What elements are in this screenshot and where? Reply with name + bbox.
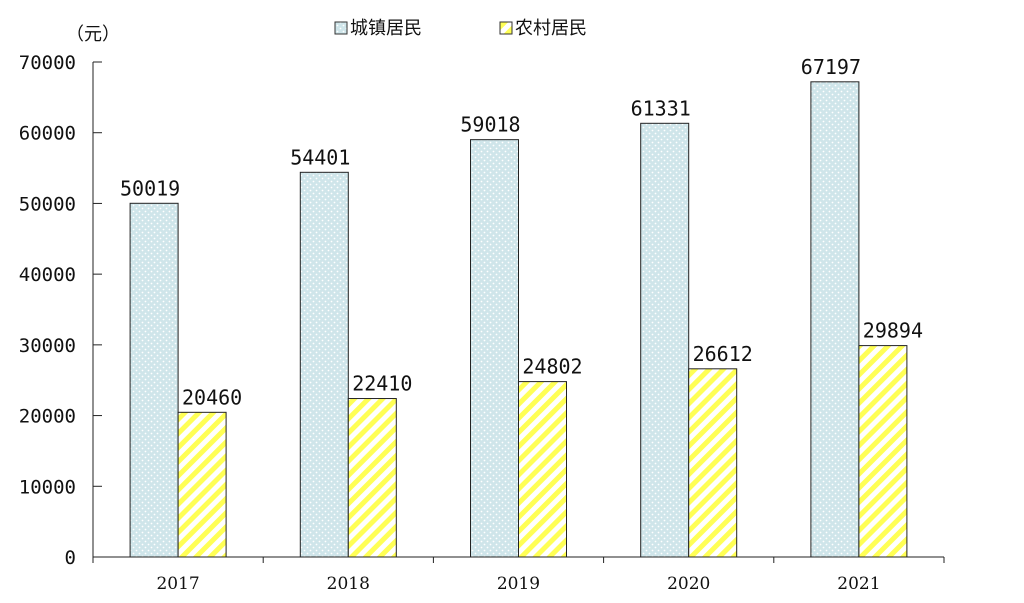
- x-tick-label: 2020: [667, 574, 710, 594]
- plot-area: 0 10000 20000 30000 40000 50000 60000 70000 5001…: [19, 52, 945, 594]
- bar-urban: [129, 202, 179, 558]
- bar-rural: [177, 411, 227, 558]
- legend: 城镇居民 农村居民: [334, 18, 587, 39]
- y-tick-label: 20000: [19, 406, 76, 428]
- y-tick-label: 60000: [19, 123, 76, 145]
- data-label-rural: 20460: [182, 385, 242, 409]
- data-label-rural: 29894: [863, 319, 923, 343]
- bar-rural: [347, 398, 397, 558]
- x-tick-label: 2021: [837, 574, 880, 594]
- y-tick-label: 30000: [19, 335, 76, 357]
- data-label-rural: 22410: [352, 372, 412, 396]
- bar-rural: [688, 368, 738, 558]
- y-tick-label: 0: [65, 547, 76, 569]
- data-label-urban: 54401: [290, 145, 350, 169]
- data-label-rural: 26612: [693, 342, 753, 366]
- bar-urban: [640, 122, 690, 558]
- data-label-urban: 61331: [631, 96, 691, 120]
- data-label-rural: 24802: [522, 355, 582, 379]
- bar-rural: [858, 345, 908, 558]
- y-unit-label: （元）: [66, 24, 120, 45]
- x-tick-label: 2019: [497, 574, 540, 594]
- legend-swatch-rural: [499, 21, 513, 35]
- y-tick-label: 10000: [19, 476, 76, 498]
- y-tick-label: 50000: [19, 193, 76, 215]
- data-label-urban: 67197: [801, 55, 861, 79]
- legend-item-urban: 城镇居民: [334, 18, 422, 39]
- data-label-urban: 59018: [460, 113, 520, 137]
- bar-rural: [518, 381, 567, 558]
- legend-label-rural: 农村居民: [515, 18, 587, 39]
- y-tick-label: 70000: [19, 52, 76, 74]
- legend-label-urban: 城镇居民: [350, 18, 422, 39]
- legend-swatch-urban: [334, 21, 348, 35]
- bar-urban: [810, 81, 860, 558]
- x-tick-label: 2018: [327, 574, 370, 594]
- y-tick-label: 40000: [19, 264, 76, 286]
- data-label-urban: 50019: [120, 176, 180, 200]
- bar-urban: [470, 139, 519, 558]
- legend-item-rural: 农村居民: [499, 18, 587, 39]
- x-tick-label: 2017: [156, 574, 199, 594]
- bar-urban: [299, 171, 349, 558]
